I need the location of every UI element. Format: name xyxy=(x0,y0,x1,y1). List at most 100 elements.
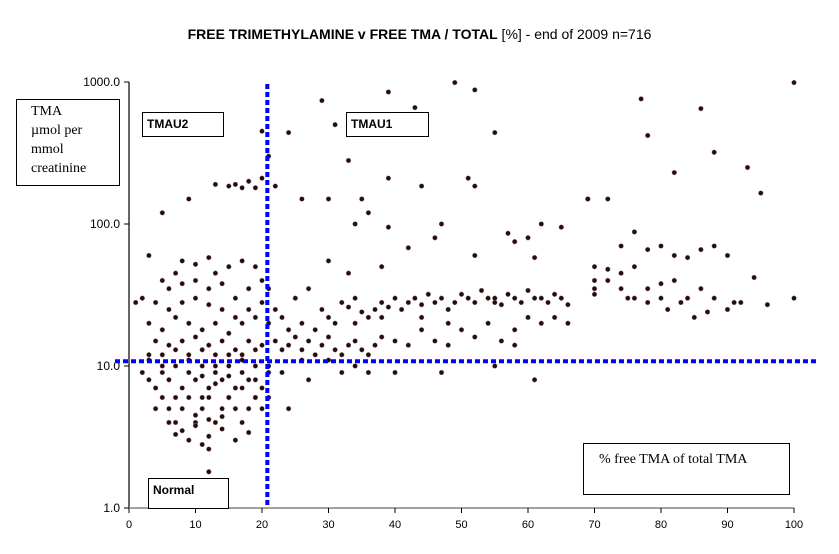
data-point xyxy=(385,175,392,181)
x-tick-label: 0 xyxy=(126,519,132,531)
data-point xyxy=(379,314,385,321)
data-point xyxy=(558,295,564,301)
data-point xyxy=(319,342,325,348)
data-point xyxy=(625,295,631,301)
x-tick-label: 10 xyxy=(189,519,201,531)
data-point xyxy=(399,306,405,313)
data-point xyxy=(292,295,298,301)
data-point xyxy=(246,338,252,344)
data-point xyxy=(505,291,511,297)
y-axis-label-line: mmol xyxy=(31,142,64,157)
data-point xyxy=(531,255,538,261)
data-point xyxy=(352,338,358,344)
data-point xyxy=(139,295,145,301)
data-point xyxy=(478,287,485,294)
data-point xyxy=(325,334,332,340)
data-point xyxy=(173,347,179,353)
data-point xyxy=(252,314,259,321)
data-point xyxy=(206,469,212,475)
data-point xyxy=(352,221,358,227)
data-point xyxy=(186,196,192,202)
data-point xyxy=(385,224,392,230)
data-point xyxy=(618,286,624,292)
data-point xyxy=(379,299,385,306)
data-point xyxy=(385,304,392,310)
data-point xyxy=(299,196,305,202)
data-point xyxy=(219,414,225,420)
data-point xyxy=(219,306,225,313)
data-point xyxy=(492,363,498,369)
data-point xyxy=(139,369,145,376)
data-point xyxy=(492,130,498,136)
data-point xyxy=(372,342,378,348)
data-point xyxy=(166,342,172,348)
region-label-normal: Normal xyxy=(148,478,229,509)
data-point xyxy=(432,235,438,241)
data-point xyxy=(226,264,232,270)
data-point xyxy=(764,302,771,308)
data-point xyxy=(531,295,538,301)
data-point xyxy=(252,264,259,270)
y-axis-label-line: µmol per xyxy=(31,123,83,138)
data-point xyxy=(352,295,358,301)
data-point xyxy=(246,178,252,184)
data-point xyxy=(159,352,165,358)
data-point xyxy=(319,97,325,104)
data-point xyxy=(671,277,677,284)
data-point xyxy=(259,406,265,412)
y-axis-label-box: TMA µmol per mmol creatinine xyxy=(16,99,120,186)
data-point xyxy=(239,369,245,376)
data-point xyxy=(512,295,518,301)
data-point xyxy=(591,291,598,297)
data-point xyxy=(146,377,152,383)
y-axis-label-line: creatinine xyxy=(31,161,87,176)
data-point xyxy=(379,334,385,340)
data-point xyxy=(432,338,438,344)
data-point xyxy=(678,299,684,306)
data-point xyxy=(392,295,398,301)
data-point xyxy=(658,243,664,249)
data-point xyxy=(591,277,598,284)
data-point xyxy=(252,363,259,369)
data-point xyxy=(199,373,205,379)
data-point xyxy=(252,377,259,383)
data-point xyxy=(671,170,677,176)
data-point xyxy=(791,295,797,301)
data-point xyxy=(166,419,172,426)
data-point xyxy=(239,258,245,264)
data-point xyxy=(658,281,664,287)
data-point xyxy=(445,306,451,313)
data-point xyxy=(538,320,544,326)
data-point xyxy=(365,314,372,321)
data-point xyxy=(272,338,278,344)
data-point xyxy=(465,295,471,301)
data-point xyxy=(179,281,185,287)
data-point xyxy=(645,132,651,139)
data-point xyxy=(173,394,179,401)
data-point xyxy=(286,342,292,348)
data-point xyxy=(631,295,638,301)
data-point xyxy=(332,122,338,128)
data-point xyxy=(219,426,225,432)
data-point xyxy=(538,295,544,301)
data-point xyxy=(498,302,505,308)
data-point xyxy=(259,175,265,181)
data-point xyxy=(212,419,219,426)
data-point xyxy=(192,295,199,301)
data-point xyxy=(206,416,212,423)
data-point xyxy=(226,363,232,369)
data-point xyxy=(385,89,392,95)
data-point xyxy=(239,385,245,391)
x-tick-label: 60 xyxy=(522,519,534,531)
data-point xyxy=(252,347,259,353)
data-point xyxy=(405,245,411,251)
data-point xyxy=(252,185,259,191)
data-point xyxy=(259,277,265,284)
data-point xyxy=(312,327,318,333)
data-point xyxy=(419,327,425,333)
x-tick-label: 90 xyxy=(721,519,733,531)
data-point xyxy=(173,419,179,426)
data-point xyxy=(332,320,338,326)
data-point xyxy=(751,274,757,281)
data-point xyxy=(246,306,252,313)
